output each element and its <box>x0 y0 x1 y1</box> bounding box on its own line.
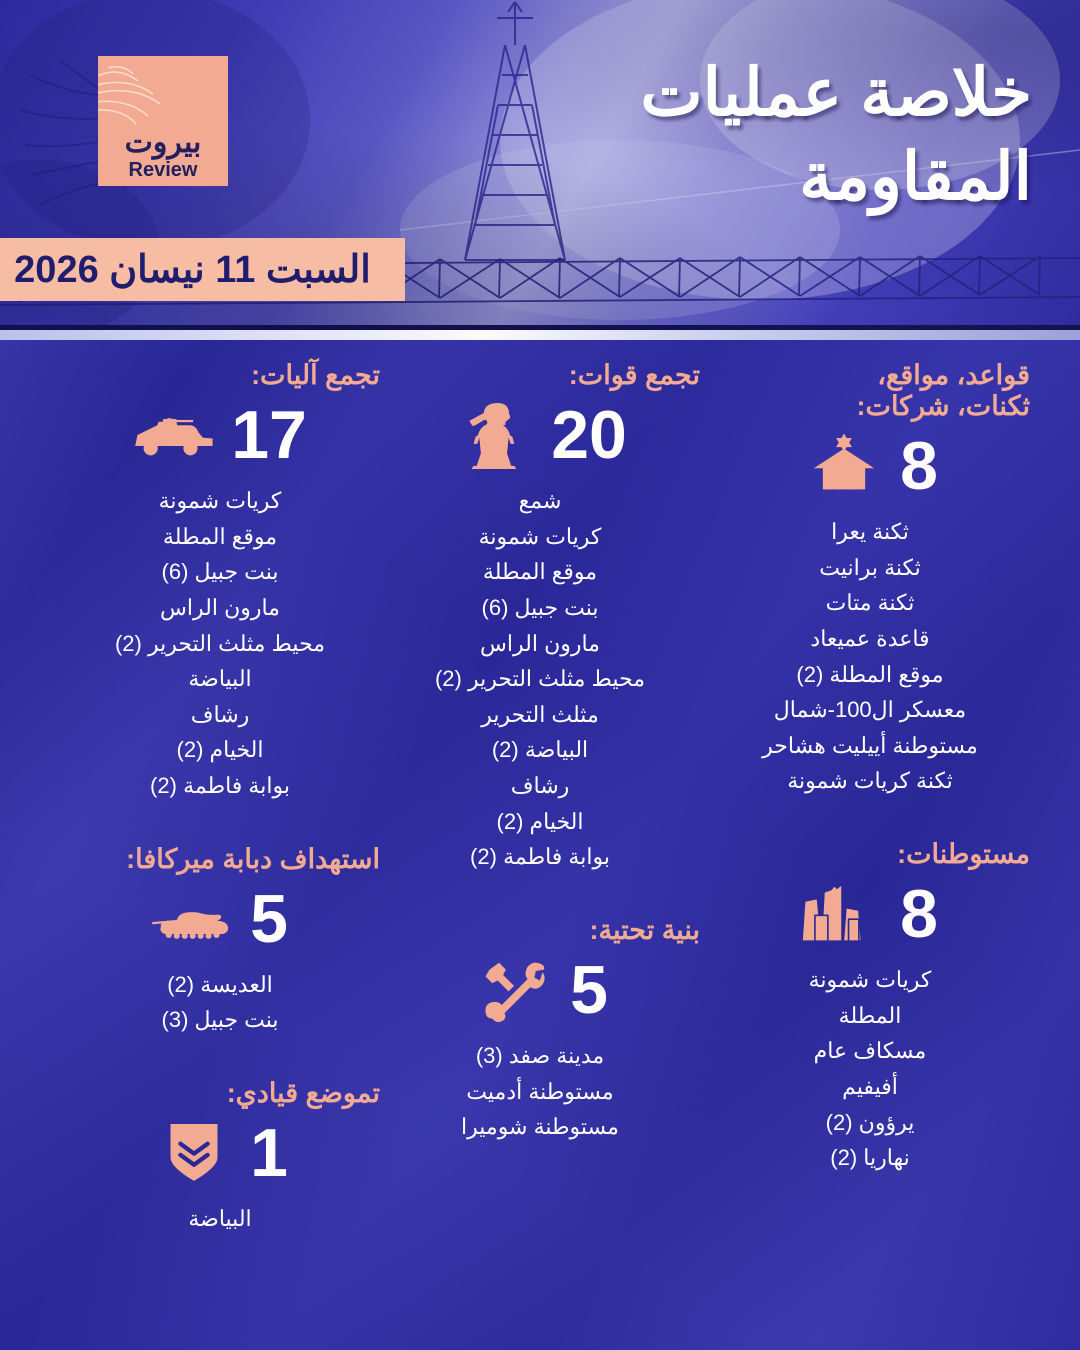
svg-text:بيروت: بيروت <box>125 126 202 160</box>
svg-text:Review: Review <box>129 159 198 181</box>
